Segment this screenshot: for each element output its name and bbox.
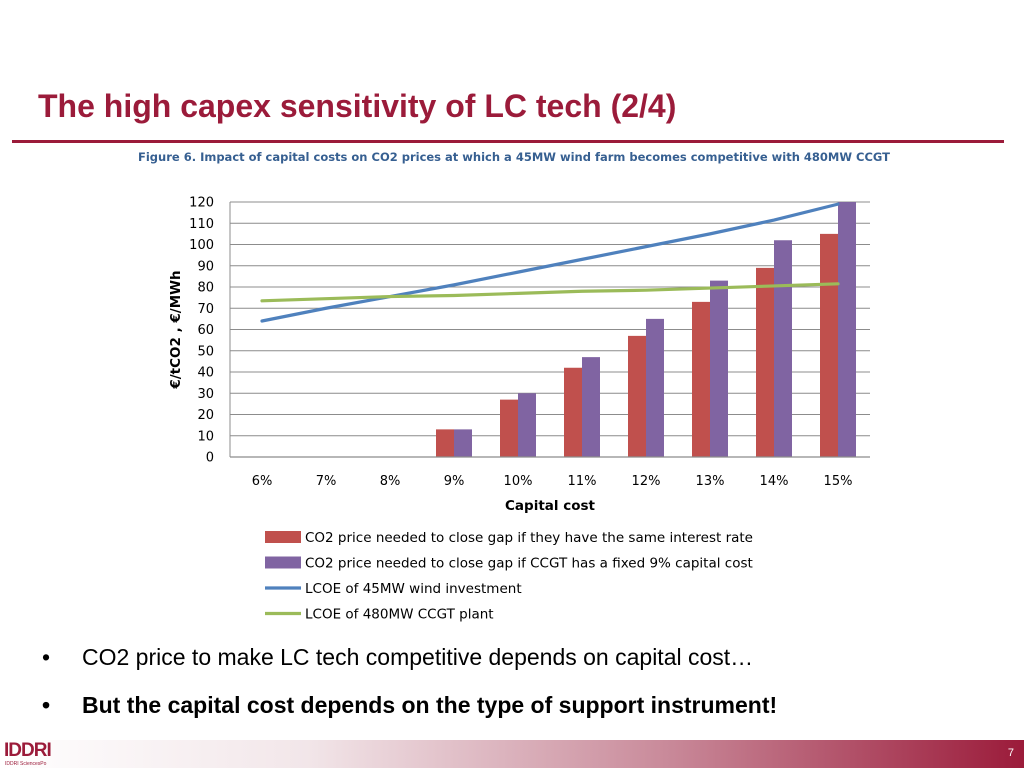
x-tick-label: 9%	[444, 474, 465, 489]
x-tick-label: 14%	[760, 474, 789, 489]
bullet-item: • CO2 price to make LC tech competitive …	[42, 640, 1002, 688]
series-line	[260, 202, 840, 323]
bullet-list: • CO2 price to make LC tech competitive …	[42, 640, 1002, 736]
page-number: 7	[1007, 747, 1014, 759]
bullet-dot: •	[42, 692, 51, 718]
chart: 0 10 20 30 40 50 60 70 80 90 100 110 120 6% 7% 8% 9% 10% 1…	[168, 196, 870, 623]
bar	[646, 318, 664, 457]
footer-bar	[0, 740, 1024, 768]
x-tick-label: 6%	[252, 474, 273, 489]
x-tick-label: 15%	[824, 474, 853, 489]
y-tick-label: 30	[197, 387, 214, 402]
y-tick-label: 50	[197, 344, 214, 359]
bar	[838, 202, 856, 457]
bullet-text: CO2 price to make LC tech competitive de…	[82, 644, 754, 670]
legend-label: CO2 price needed to close gap if CCGT ha…	[305, 556, 753, 572]
x-tick-label: 10%	[504, 474, 533, 489]
x-tick-label: 7%	[316, 474, 337, 489]
bar	[500, 399, 518, 457]
bar	[820, 233, 838, 457]
x-axis-title: Capital cost	[505, 498, 596, 514]
bar	[692, 301, 710, 457]
legend-label: LCOE of 480MW CCGT plant	[305, 607, 494, 623]
bar	[564, 367, 582, 457]
chart-bars	[436, 202, 856, 457]
y-tick-label: 0	[206, 451, 214, 466]
legend-swatch	[265, 556, 301, 569]
y-tick-label: 60	[197, 323, 214, 338]
y-axis-title: €/tCO2 , €/MWh	[168, 270, 184, 389]
chart-legend: CO2 price needed to close gap if they ha…	[265, 530, 753, 623]
bar	[582, 357, 600, 457]
bar	[518, 393, 536, 457]
bar	[774, 240, 792, 457]
series-line	[260, 282, 840, 303]
bar	[756, 267, 774, 457]
x-tick-label: 13%	[696, 474, 725, 489]
legend-swatch	[265, 531, 301, 543]
chart-lines	[260, 202, 840, 323]
logo-subtitle: IDDRI SciencesPo	[5, 761, 47, 767]
y-tick-label: 120	[189, 196, 214, 211]
figure-caption: Figure 6. Impact of capital costs on CO2…	[138, 150, 891, 164]
y-tick-label: 20	[197, 408, 214, 423]
bullet-dot: •	[42, 644, 51, 670]
y-tick-label: 110	[189, 217, 214, 232]
x-tick-label: 12%	[632, 474, 661, 489]
legend-label: LCOE of 45MW wind investment	[305, 581, 522, 597]
slide-title: The high capex sensitivity of LC tech (2…	[38, 88, 677, 124]
chart-axes: 0 10 20 30 40 50 60 70 80 90 100 110 120 6% 7% 8% 9% 10% 1…	[168, 196, 870, 514]
y-tick-label: 100	[189, 238, 214, 253]
iddri-logo: IDDRI	[4, 740, 52, 761]
title-divider	[12, 140, 1004, 143]
bar	[628, 335, 646, 457]
y-tick-label: 40	[197, 366, 214, 381]
bullet-text: But the capital cost depends on the type…	[82, 692, 778, 718]
y-tick-label: 10	[197, 429, 214, 444]
y-tick-label: 90	[197, 259, 214, 274]
bar	[710, 280, 728, 457]
bar	[454, 429, 472, 457]
legend-label: CO2 price needed to close gap if they ha…	[305, 530, 753, 546]
x-tick-label: 11%	[568, 474, 597, 489]
bar	[436, 429, 454, 457]
y-tick-label: 70	[197, 302, 214, 317]
bullet-item: • But the capital cost depends on the ty…	[42, 688, 1002, 736]
y-tick-label: 80	[197, 281, 214, 296]
x-tick-label: 8%	[380, 474, 401, 489]
